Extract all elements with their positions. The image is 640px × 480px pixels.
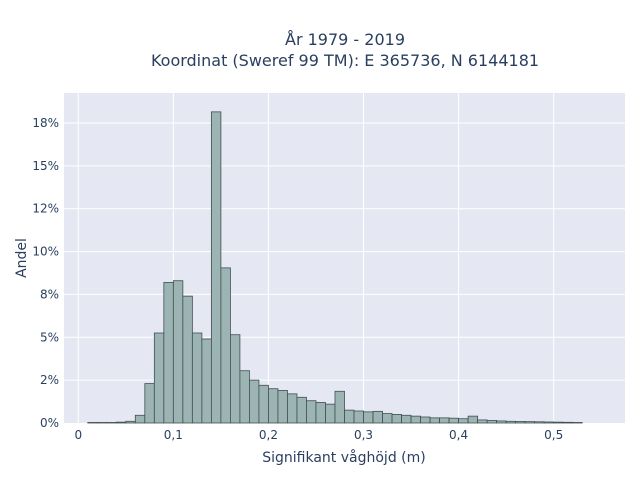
histogram-bar — [268, 388, 279, 424]
histogram-bar — [106, 422, 117, 424]
y-axis-title: Andel — [14, 238, 30, 278]
y-tick-label: 2% — [40, 373, 59, 387]
histogram-bar — [486, 420, 498, 424]
histogram-bar — [410, 415, 421, 424]
histogram-bar — [382, 413, 393, 424]
histogram-bar — [420, 416, 431, 424]
histogram-bar — [391, 414, 402, 424]
x-tick-label: 0,4 — [449, 428, 468, 442]
histogram-bar — [296, 396, 307, 424]
histogram-bar — [125, 420, 136, 424]
histogram-bar — [258, 384, 269, 424]
y-tick-label: 18% — [32, 116, 59, 130]
x-tick-label: 0,3 — [354, 428, 373, 442]
y-tick-label: 15% — [32, 159, 59, 173]
histogram-bar — [239, 370, 250, 424]
y-tick-label: 8% — [40, 287, 59, 301]
histogram-bar — [229, 334, 241, 424]
histogram-bar — [96, 422, 108, 424]
histogram-bar — [325, 403, 336, 424]
histogram-bar — [144, 383, 155, 424]
histogram-bar — [334, 390, 345, 424]
histogram-bar — [306, 400, 317, 424]
histogram-bar — [87, 422, 98, 424]
histogram-bar — [163, 282, 174, 424]
histogram-bar — [210, 111, 222, 424]
chart-title-line2: Koordinat (Sweref 99 TM): E 365736, N 61… — [151, 51, 539, 70]
histogram-bar — [467, 415, 479, 424]
histogram-bar — [315, 402, 326, 424]
histogram-bar — [562, 421, 574, 424]
histogram-bar — [401, 414, 412, 424]
y-tick-label: 0% — [40, 416, 59, 430]
histogram-bar — [191, 332, 203, 424]
plot-area — [64, 93, 625, 423]
histogram-bar — [372, 410, 383, 424]
histogram-bar — [534, 421, 545, 424]
x-tick-label: 0,2 — [259, 428, 278, 442]
histogram-bar — [496, 420, 507, 424]
histogram-bar — [543, 421, 555, 424]
histogram-bar — [344, 409, 355, 424]
histogram-bar — [363, 411, 374, 424]
histogram-bar — [572, 422, 583, 424]
histogram-bar — [182, 295, 193, 424]
y-tick-label: 10% — [32, 245, 59, 259]
histogram-bar — [115, 421, 127, 424]
histogram-bar — [277, 390, 288, 424]
grid-lines — [64, 93, 625, 423]
x-axis-title: Signifikant våghöjd (m) — [262, 449, 425, 466]
histogram-bar — [524, 421, 536, 424]
histogram-bar — [505, 420, 517, 424]
histogram-bar — [429, 417, 440, 424]
histogram-bars — [87, 111, 583, 424]
histogram-bar — [477, 419, 488, 424]
histogram-bar — [153, 332, 165, 424]
histogram-bar — [553, 421, 564, 424]
y-tick-label: 12% — [32, 202, 59, 216]
histogram-bar — [439, 417, 450, 424]
histogram-bar — [220, 267, 231, 424]
x-tick-label: 0 — [74, 428, 82, 442]
histogram-bar — [515, 421, 526, 424]
y-tick-label: 5% — [40, 330, 59, 344]
histogram-bar — [448, 417, 460, 424]
histogram-bar — [134, 414, 146, 424]
histogram-bar — [201, 338, 212, 424]
histogram-bar — [172, 280, 184, 424]
histogram-bar — [287, 393, 298, 424]
x-tick-label: 0,1 — [164, 428, 183, 442]
histogram-bar — [249, 379, 260, 424]
axis-ticks: 0 0,1 0,2 0,3 0,4 0,5 0% 2% 5% 8% 10% 12% 15% 18% — [32, 116, 563, 442]
chart-title-line1: År 1979 - 2019 — [285, 30, 405, 49]
histogram-bar — [458, 418, 469, 424]
x-tick-label: 0,5 — [544, 428, 563, 442]
histogram-bar — [353, 410, 364, 424]
